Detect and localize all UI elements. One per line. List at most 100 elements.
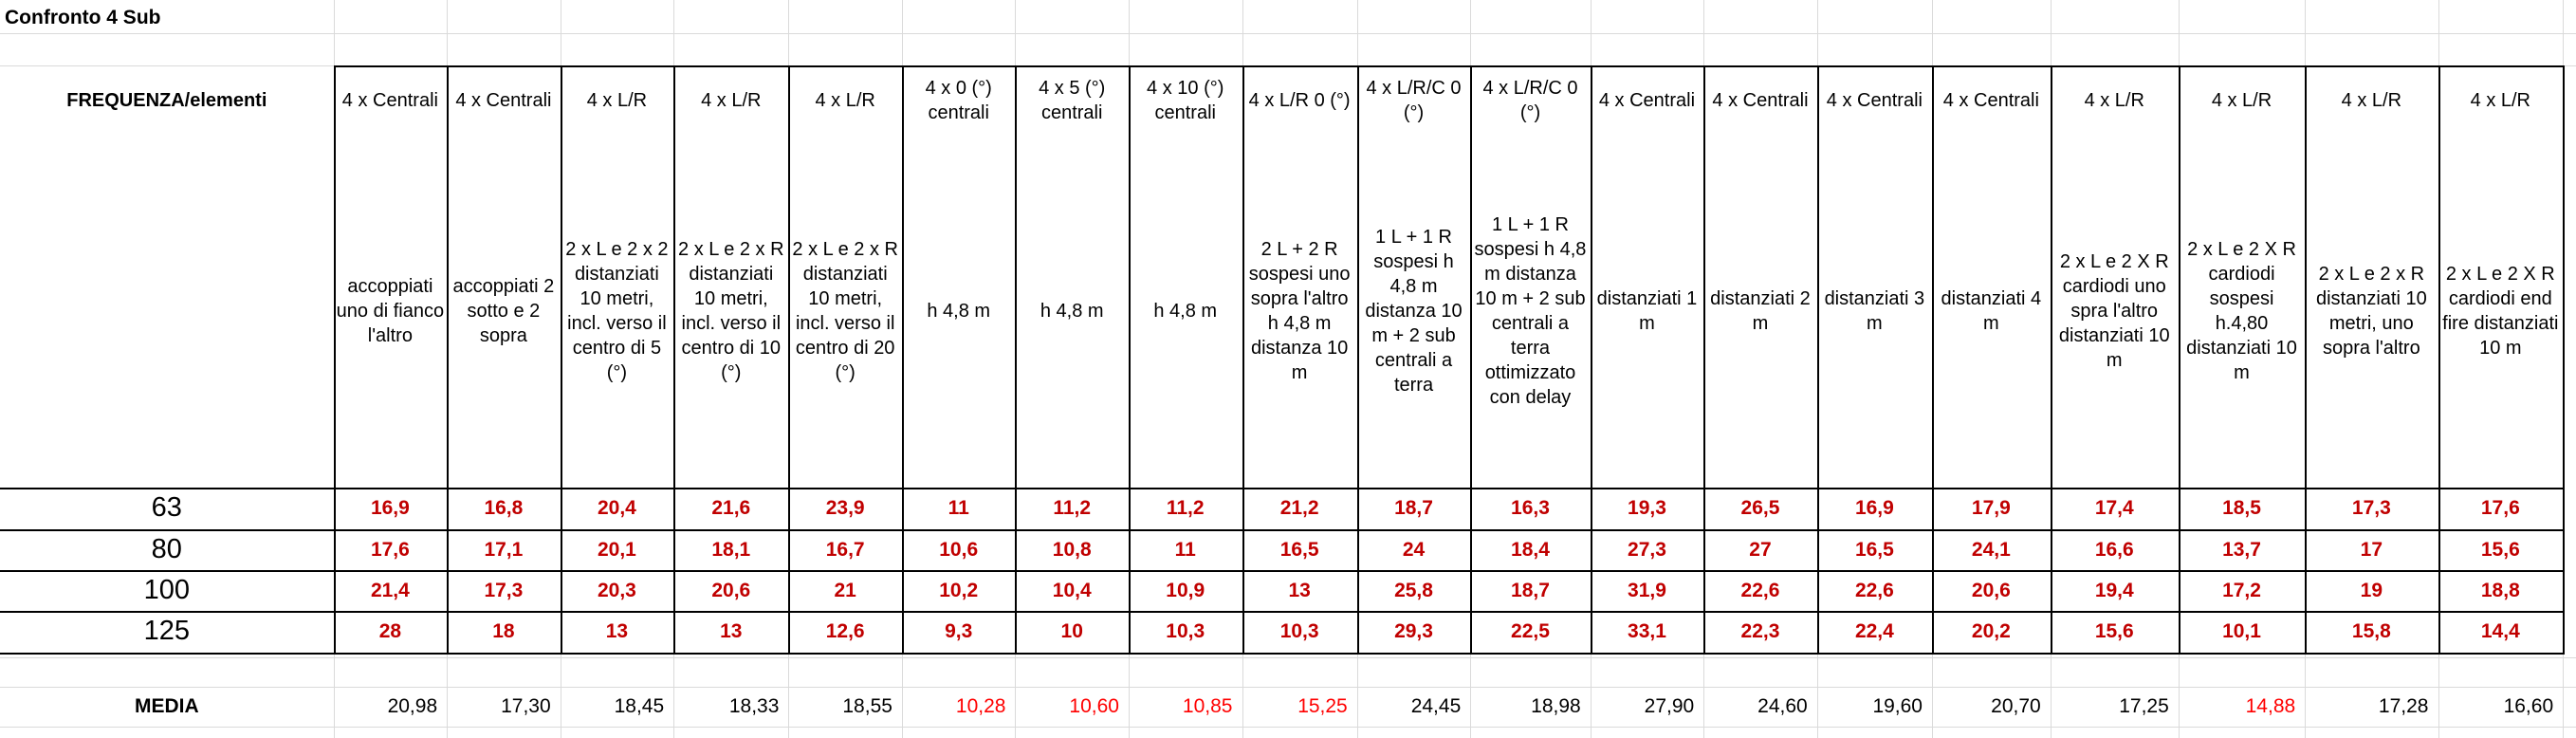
border bbox=[0, 488, 2566, 490]
data-cell: 18,7 bbox=[1511, 580, 1550, 602]
data-cell: 11,2 bbox=[1053, 497, 1092, 520]
media-label: MEDIA bbox=[134, 695, 199, 718]
border bbox=[2438, 65, 2440, 653]
data-cell: 20,4 bbox=[597, 497, 636, 520]
column-type: 4 x L/R/C 0 (°) bbox=[1482, 77, 1578, 123]
data-cell: 20,2 bbox=[1971, 620, 2011, 643]
column-type: 4 x Centrali bbox=[1942, 89, 2039, 111]
data-cell: 26,5 bbox=[1740, 497, 1780, 520]
data-cell: 10,9 bbox=[1166, 580, 1205, 602]
column-type: 4 x 0 (°) centrali bbox=[925, 77, 992, 123]
data-cell: 17 bbox=[2360, 538, 2383, 561]
data-cell: 19,3 bbox=[1628, 497, 1666, 520]
media-cell: 14,88 bbox=[2245, 695, 2296, 718]
data-cell: 16,8 bbox=[484, 497, 524, 520]
media-cell: 18,33 bbox=[728, 695, 780, 718]
column-description: accoppiati 2 sotto e 2 sopra bbox=[452, 276, 555, 347]
border bbox=[788, 65, 791, 653]
column-description: distanziati 2 m bbox=[1710, 288, 1811, 335]
data-cell: 16,3 bbox=[1511, 497, 1550, 520]
column-type: 4 x 5 (°) centrali bbox=[1039, 77, 1106, 123]
data-cell: 25,8 bbox=[1394, 580, 1433, 602]
data-cell: 10,3 bbox=[1166, 620, 1205, 643]
data-cell: 22,3 bbox=[1740, 620, 1780, 643]
border bbox=[901, 65, 904, 653]
data-cell: 16,5 bbox=[1854, 538, 1894, 561]
column-type: 4 x L/R bbox=[815, 89, 875, 111]
data-cell: 21,6 bbox=[711, 497, 751, 520]
column-type: 4 x L/R bbox=[701, 89, 762, 111]
column-type: 4 x 10 (°) centrali bbox=[1147, 77, 1224, 123]
border bbox=[2305, 65, 2308, 653]
data-cell: 19,4 bbox=[2094, 580, 2134, 602]
data-cell: 20,1 bbox=[597, 538, 636, 561]
frequency-label: 80 bbox=[151, 533, 182, 564]
column-description: 2 x L e 2 x R distanziati 10 metri, incl… bbox=[792, 239, 898, 384]
media-cell: 24,45 bbox=[1410, 695, 1462, 718]
media-cell: 17,30 bbox=[501, 695, 551, 718]
column-description: h 4,8 m bbox=[927, 301, 991, 323]
media-cell: 10,85 bbox=[1182, 695, 1233, 718]
border bbox=[1015, 65, 1018, 653]
column-description: 2 x L e 2 x R distanziati 10 metri, incl… bbox=[678, 239, 784, 384]
frequency-label: 125 bbox=[143, 616, 190, 647]
data-cell: 21,4 bbox=[370, 580, 410, 602]
data-cell: 16,6 bbox=[2094, 538, 2134, 561]
gridline bbox=[0, 32, 2576, 34]
media-cell: 18,55 bbox=[842, 695, 892, 718]
data-cell: 20,3 bbox=[597, 580, 636, 602]
column-type: 4 x Centrali bbox=[1712, 89, 1809, 111]
data-cell: 13,7 bbox=[2222, 538, 2261, 561]
border bbox=[0, 611, 2566, 614]
data-cell: 17,3 bbox=[484, 580, 524, 602]
border bbox=[0, 570, 2566, 573]
data-cell: 22,6 bbox=[1740, 580, 1780, 602]
media-cell: 24,60 bbox=[1757, 695, 1808, 718]
column-type: 4 x Centrali bbox=[455, 89, 552, 111]
media-cell: 10,28 bbox=[955, 695, 1006, 718]
media-cell: 18,98 bbox=[1531, 695, 1581, 718]
media-cell: 20,98 bbox=[387, 695, 438, 718]
column-description: 2 x L e 2 X R cardiodi sospesi h.4,80 di… bbox=[2186, 239, 2297, 384]
data-cell: 10,8 bbox=[1052, 538, 1092, 561]
border bbox=[2050, 65, 2052, 653]
border bbox=[1128, 65, 1131, 653]
border bbox=[673, 65, 676, 653]
data-cell: 22,4 bbox=[1854, 620, 1894, 643]
border bbox=[1932, 65, 1934, 653]
border bbox=[333, 65, 336, 653]
media-cell: 18,45 bbox=[614, 695, 665, 718]
data-cell: 17,9 bbox=[1971, 497, 2011, 520]
data-cell: 31,9 bbox=[1628, 580, 1666, 602]
frequency-label: 63 bbox=[151, 492, 182, 524]
data-cell: 17,6 bbox=[2480, 497, 2520, 520]
column-description: h 4,8 m bbox=[1153, 301, 1218, 323]
frequency-label: 100 bbox=[143, 574, 190, 605]
data-cell: 17,4 bbox=[2094, 497, 2134, 520]
column-description: h 4,8 m bbox=[1040, 301, 1104, 323]
border bbox=[2563, 65, 2566, 653]
column-description: 2 x L e 2 X R cardiodi uno spra l'altro … bbox=[2058, 251, 2170, 372]
column-description: 2 x L e 2 x 2 distanziati 10 metri, incl… bbox=[565, 239, 669, 384]
data-cell: 24,1 bbox=[1971, 538, 2011, 561]
data-cell: 18,8 bbox=[2480, 580, 2520, 602]
media-cell: 20,70 bbox=[1991, 695, 2041, 718]
data-cell: 10 bbox=[1060, 620, 1083, 643]
data-cell: 10,1 bbox=[2222, 620, 2261, 643]
data-cell: 18,4 bbox=[1511, 538, 1550, 561]
data-cell: 12,6 bbox=[825, 620, 865, 643]
data-cell: 16,5 bbox=[1279, 538, 1319, 561]
border bbox=[1590, 65, 1592, 653]
border bbox=[333, 65, 2566, 68]
media-cell: 16,60 bbox=[2503, 695, 2554, 718]
column-description: distanziati 4 m bbox=[1941, 288, 2042, 335]
data-cell: 17,1 bbox=[484, 538, 524, 561]
data-cell: 10,6 bbox=[939, 538, 979, 561]
column-description: 2 x L e 2 X R cardiodi end fire distanzi… bbox=[2442, 264, 2559, 360]
data-cell: 23,9 bbox=[825, 497, 865, 520]
border bbox=[1242, 65, 1244, 653]
data-cell: 15,6 bbox=[2480, 538, 2520, 561]
media-cell: 17,25 bbox=[2119, 695, 2169, 718]
data-cell: 19 bbox=[2360, 580, 2383, 602]
